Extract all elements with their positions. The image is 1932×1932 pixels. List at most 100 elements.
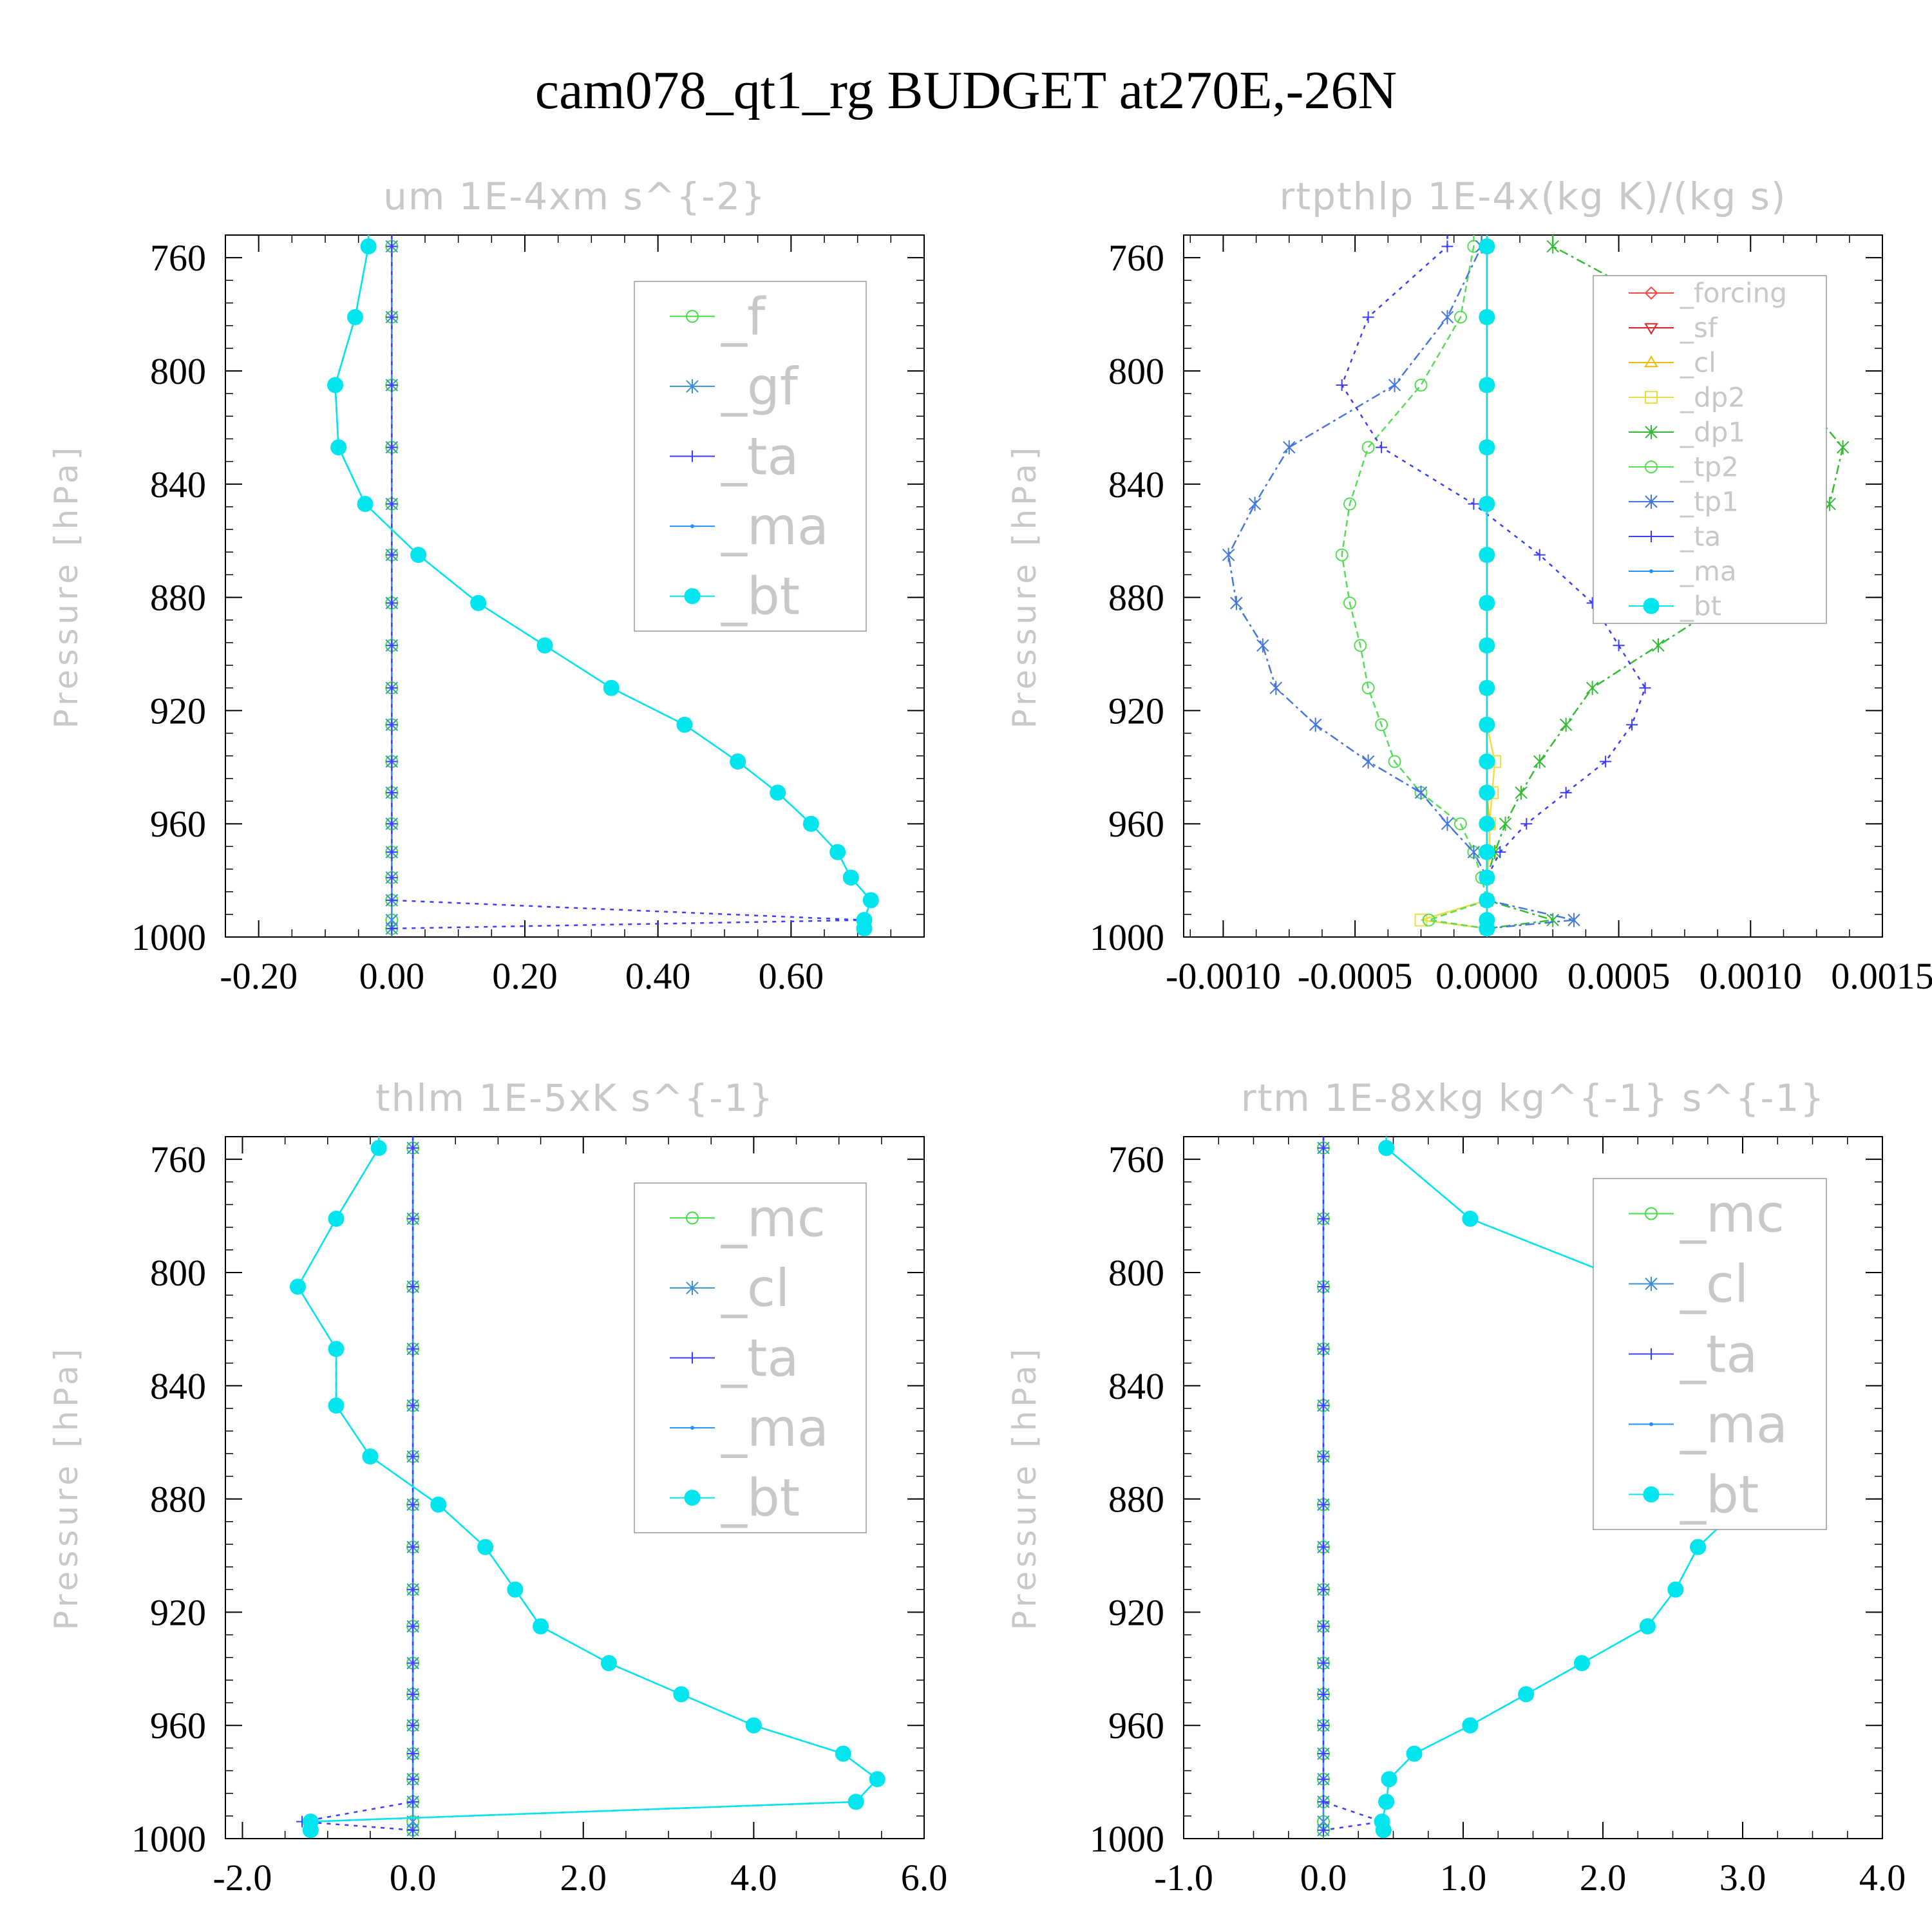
plot-area <box>1222 235 1850 937</box>
marker <box>1645 1348 1657 1360</box>
marker <box>1414 785 1428 800</box>
marker <box>745 1717 762 1734</box>
legend-label: _mc <box>721 1188 826 1248</box>
marker <box>690 524 694 529</box>
y-tick-label: 880 <box>1108 1479 1164 1520</box>
legend: _forcing_sf_cl_dp2 _dp1_tp2_tp1_ta_ma _bt <box>1593 275 1827 624</box>
marker <box>1388 755 1401 768</box>
series_ta <box>1318 1137 1388 1836</box>
marker <box>1518 1686 1535 1703</box>
legend-label: _cl <box>721 1258 790 1318</box>
marker <box>1643 1486 1660 1502</box>
marker <box>1479 637 1495 654</box>
marker <box>869 1771 886 1788</box>
marker <box>1335 548 1349 562</box>
marker <box>1479 753 1495 770</box>
marker <box>386 379 398 391</box>
marker <box>1639 682 1651 694</box>
marker <box>1520 818 1533 830</box>
marker <box>1567 913 1580 927</box>
marker <box>407 1620 419 1633</box>
marker <box>1406 1745 1423 1762</box>
marker <box>1836 440 1850 455</box>
marker <box>407 1280 419 1293</box>
x-tick-label: -2.0 <box>213 1857 272 1899</box>
panel-title: thlm 1E-5xK s^{-1} <box>375 1076 774 1120</box>
marker <box>386 846 398 858</box>
legend-label: _ma <box>721 1398 829 1458</box>
x-tick-label: 2.0 <box>1580 1857 1627 1899</box>
marker <box>407 1142 419 1154</box>
marker <box>347 308 363 325</box>
marker <box>1354 639 1367 652</box>
marker <box>407 1399 419 1412</box>
legend-label: _dp2 <box>1680 382 1745 413</box>
marker <box>1644 355 1658 368</box>
marker <box>1560 786 1572 799</box>
legend-label: _cl <box>1680 347 1716 379</box>
marker <box>1499 817 1512 831</box>
legend: _mc _cl _ta _ma _bt <box>634 1182 867 1533</box>
marker <box>1378 1140 1395 1157</box>
y-tick-label: 840 <box>1108 464 1164 506</box>
marker <box>1361 681 1375 695</box>
y-axis-label: Pressure [hPa] <box>48 1345 85 1631</box>
marker <box>386 818 398 830</box>
marker <box>1645 495 1658 509</box>
x-tick-label: 0.0 <box>390 1857 437 1899</box>
marker <box>1318 1773 1329 1785</box>
marker <box>1381 1771 1397 1788</box>
marker <box>289 1278 306 1295</box>
marker <box>603 679 620 696</box>
y-tick-label: 920 <box>1108 1591 1164 1633</box>
y-tick-label: 1000 <box>1090 916 1164 958</box>
marker <box>386 441 398 453</box>
marker <box>1479 547 1495 564</box>
legend-label: _sf <box>1680 312 1718 344</box>
marker <box>328 1397 345 1414</box>
marker <box>1645 1207 1658 1220</box>
marker <box>1479 784 1495 801</box>
x-tick-label: -0.20 <box>220 955 298 997</box>
x-tick-label: 0.0010 <box>1700 955 1803 997</box>
marker <box>1318 1824 1329 1836</box>
x-tick-label: 3.0 <box>1719 1857 1766 1899</box>
marker <box>1414 913 1428 927</box>
y-tick-label: 760 <box>150 1139 206 1180</box>
marker <box>507 1581 524 1598</box>
marker <box>1645 425 1658 439</box>
marker <box>1645 460 1658 473</box>
plot-frame <box>225 1136 925 1839</box>
marker <box>407 1450 419 1463</box>
marker <box>686 310 699 323</box>
marker <box>407 1748 419 1760</box>
marker <box>684 588 701 605</box>
legend-label: _tp1 <box>1680 486 1739 518</box>
legend-box <box>1593 275 1827 624</box>
x-tick-label: 0.60 <box>759 955 824 997</box>
marker <box>1441 310 1454 325</box>
marker <box>730 753 746 770</box>
marker <box>1222 547 1235 562</box>
marker <box>1573 1655 1590 1671</box>
marker <box>1479 679 1495 696</box>
marker <box>1318 1688 1329 1700</box>
series_bt <box>1479 235 1495 937</box>
legend: _mc _cl _ta _ma _bt <box>1593 1178 1827 1530</box>
marker <box>686 1280 699 1295</box>
marker <box>1318 1450 1329 1463</box>
y-tick-label: 800 <box>150 350 206 392</box>
marker <box>802 815 819 832</box>
marker <box>1318 1795 1329 1808</box>
y-tick-label: 960 <box>1108 1705 1164 1747</box>
series_ta <box>386 235 870 934</box>
marker <box>386 922 398 934</box>
panel-title: um 1E-4xm s^{-2} <box>383 175 766 218</box>
marker <box>1479 496 1495 513</box>
panel-title: rtm 1E-8xkg kg^{-1} s^{-1} <box>1241 1076 1826 1120</box>
x-tick-label: 6.0 <box>901 1857 948 1899</box>
marker <box>1318 1748 1329 1760</box>
marker <box>686 379 699 393</box>
marker <box>1479 844 1495 860</box>
